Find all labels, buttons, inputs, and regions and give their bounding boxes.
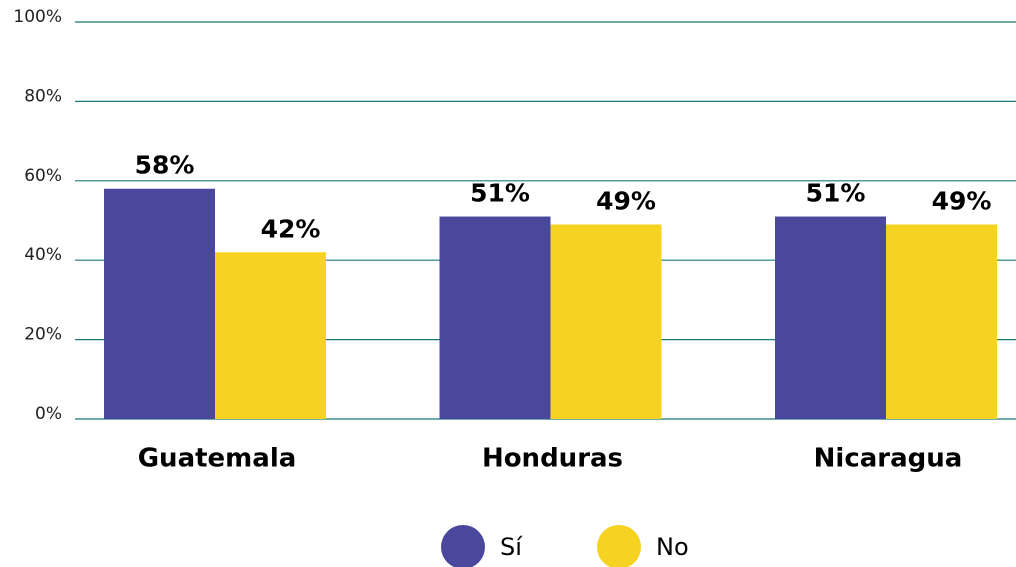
x-tick-label: Honduras [482, 444, 623, 474]
y-tick-label: 100% [13, 7, 62, 27]
x-tick-label: Guatemala [138, 444, 297, 474]
bar [886, 224, 997, 419]
value-label: 58% [135, 151, 195, 180]
value-label: 51% [806, 179, 866, 208]
bar [215, 252, 326, 419]
bar [550, 224, 662, 419]
legend-label: Sí [500, 533, 523, 561]
legend-label: No [656, 533, 689, 561]
bar [104, 188, 215, 419]
x-tick-label: Nicaragua [814, 444, 963, 474]
y-tick-label: 0% [35, 404, 62, 424]
y-tick-label: 80% [24, 86, 62, 106]
bar [775, 216, 886, 419]
bar [439, 216, 551, 419]
y-tick-label: 20% [24, 325, 62, 345]
value-label: 49% [596, 186, 656, 215]
value-label: 51% [470, 179, 530, 208]
legend-swatch [597, 525, 641, 567]
value-label: 49% [932, 186, 992, 215]
y-tick-label: 40% [24, 245, 62, 265]
y-tick-label: 60% [24, 166, 62, 186]
value-label: 42% [261, 214, 321, 243]
legend-swatch [441, 525, 485, 567]
